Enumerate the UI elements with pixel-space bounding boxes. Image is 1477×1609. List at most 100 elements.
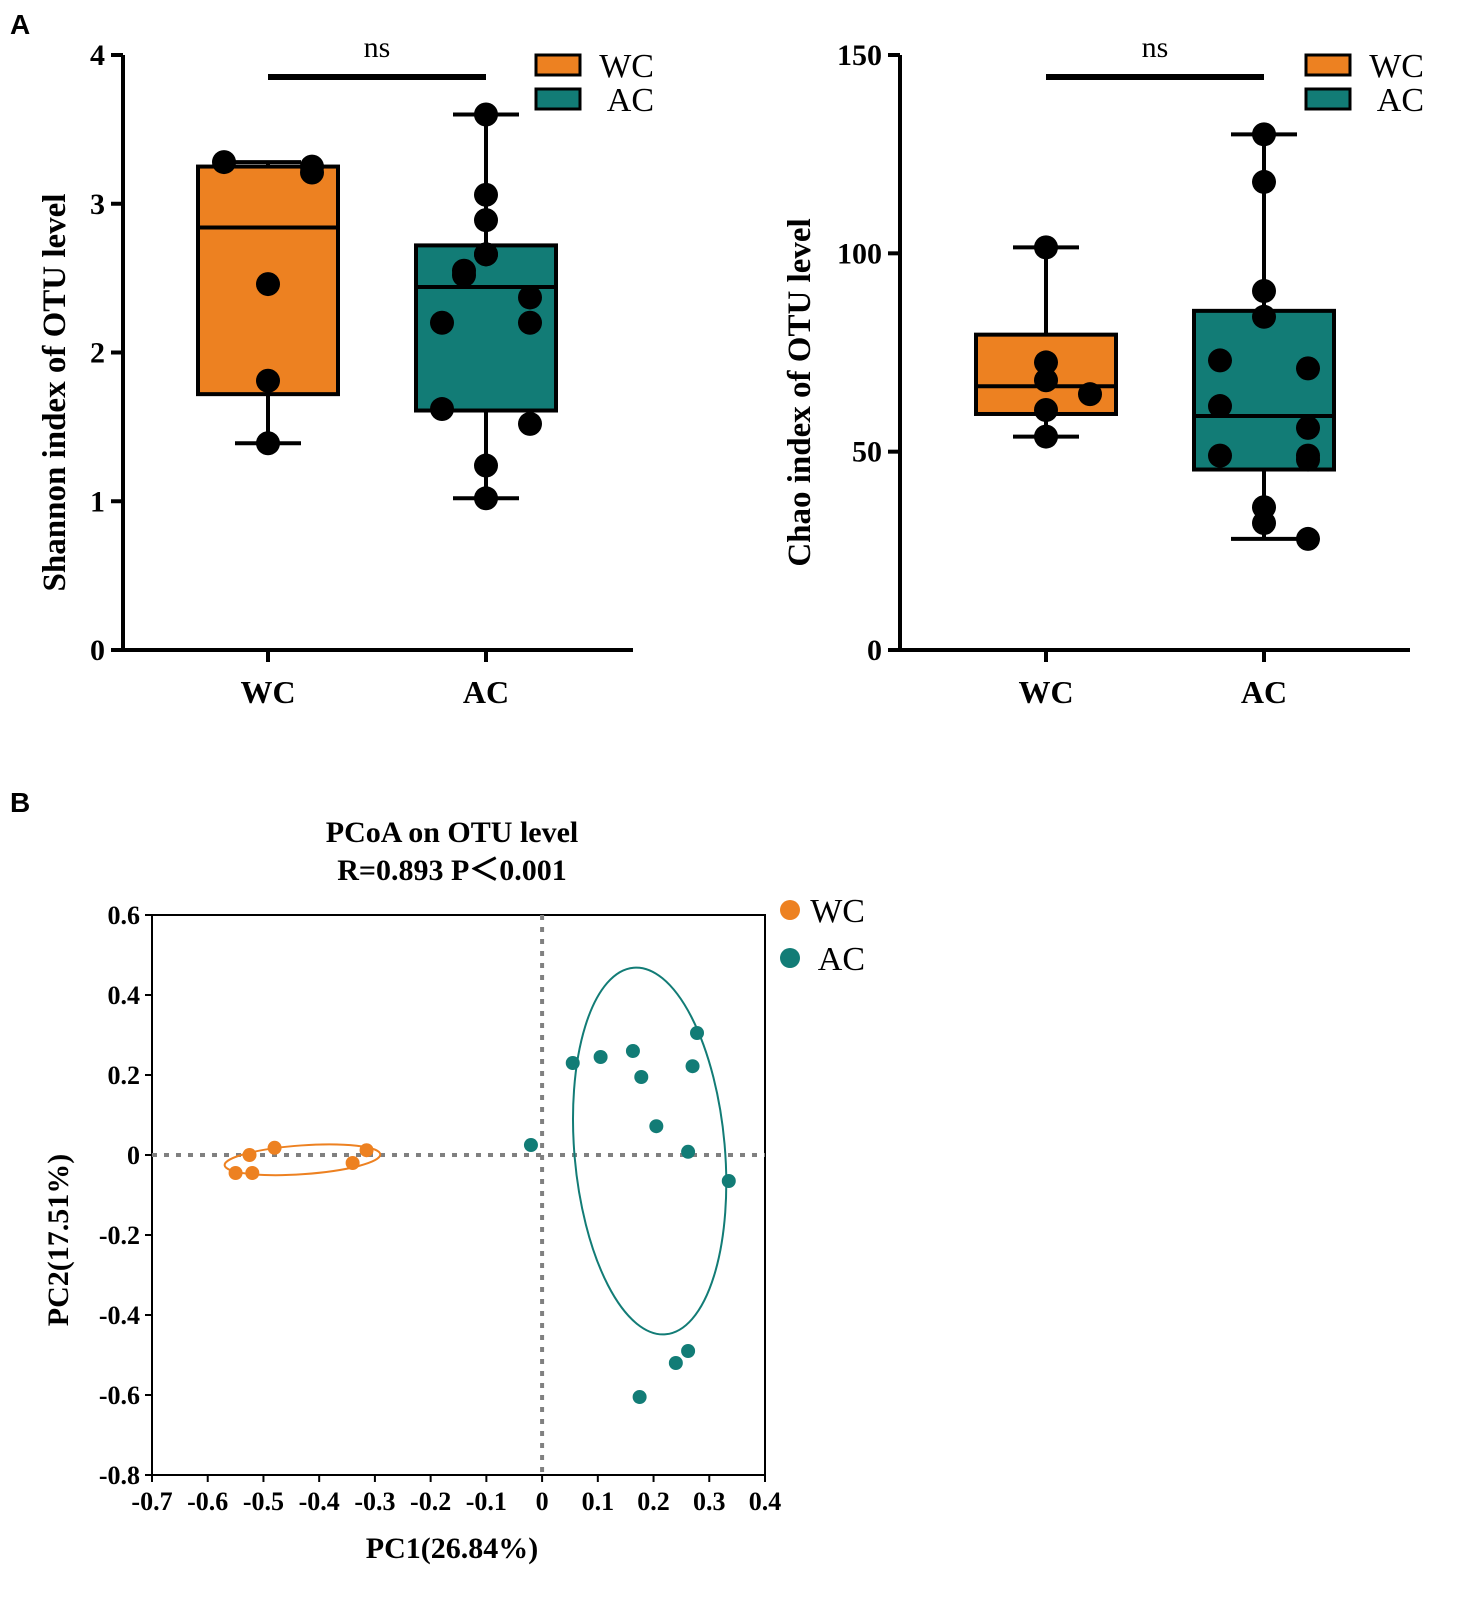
- chao-x-tick-label: AC: [1241, 674, 1287, 710]
- pcoa-point-ac: [681, 1144, 696, 1159]
- pcoa-ellipse-ac: [572, 966, 728, 1336]
- shannon-data-point: [256, 368, 280, 393]
- shannon-y-axis-label: Shannon index of OTU level: [37, 194, 73, 592]
- shannon-data-point: [256, 431, 280, 456]
- pcoa-x-tick-label: -0.5: [243, 1487, 284, 1516]
- pcoa-x-tick-label: -0.2: [410, 1487, 451, 1516]
- pcoa-ellipse-wc: [223, 1143, 382, 1177]
- shannon-data-point: [300, 160, 324, 185]
- chao-legend-label-wc: WC: [1369, 48, 1424, 85]
- pcoa-y-axis-label: PC2(17.51%): [42, 1154, 75, 1326]
- shannon-data-point: [474, 208, 498, 233]
- pcoa-y-tick-label: 0.4: [108, 981, 141, 1010]
- chao-data-point: [1296, 415, 1320, 440]
- pcoa-point-ac: [685, 1059, 700, 1074]
- pcoa-point-ac: [681, 1344, 696, 1358]
- chao-data-point: [1208, 348, 1232, 373]
- chao-data-point: [1296, 356, 1320, 381]
- shannon-legend-swatch-wc: [534, 53, 582, 77]
- pcoa-point-ac: [632, 1390, 647, 1404]
- pcoa-legend-marker-ac: [780, 948, 800, 968]
- chao-y-tick-label: 50: [852, 436, 882, 469]
- pcoa-point-wc: [345, 1156, 360, 1170]
- chao-data-point: [1078, 382, 1102, 407]
- pcoa-point-ac: [625, 1044, 640, 1058]
- pcoa-x-tick-label: -0.6: [187, 1487, 228, 1516]
- chao-data-point: [1034, 235, 1058, 260]
- pcoa-x-tick-label: -0.4: [299, 1487, 340, 1516]
- pcoa-x-tick-label: 0.4: [749, 1487, 782, 1516]
- shannon-data-point: [430, 310, 454, 335]
- shannon-data-point: [474, 486, 498, 511]
- chao-box-ac: [1192, 308, 1336, 472]
- pcoa-point-wc: [242, 1148, 257, 1162]
- chao-data-point: [1296, 447, 1320, 472]
- pcoa-y-tick-label: 0: [127, 1141, 140, 1170]
- shannon-data-point: [518, 285, 542, 310]
- shannon-data-point: [430, 397, 454, 422]
- chao-data-point: [1252, 304, 1276, 329]
- pcoa-point-ac: [634, 1070, 649, 1084]
- shannon-x-tick-label: WC: [240, 674, 295, 710]
- pcoa-y-tick-label: -0.4: [99, 1301, 140, 1330]
- pcoa-y-tick-label: -0.6: [99, 1381, 140, 1410]
- chao-data-point: [1252, 511, 1276, 536]
- pcoa-subtitle: R=0.893 P＜0.001: [337, 854, 567, 887]
- pcoa-x-tick-label: 0.1: [582, 1487, 615, 1516]
- shannon-data-point: [474, 453, 498, 478]
- pcoa-plot-frame: [151, 914, 766, 1476]
- shannon-y-tick-label: 1: [90, 485, 105, 518]
- pcoa-x-tick-label: -0.1: [466, 1487, 507, 1516]
- pcoa-x-tick-label: -0.3: [354, 1487, 395, 1516]
- chao-data-point: [1208, 394, 1232, 419]
- pcoa-point-wc: [359, 1143, 374, 1158]
- shannon-data-point: [474, 182, 498, 207]
- chao-data-point: [1252, 279, 1276, 304]
- chao-data-point: [1296, 526, 1320, 551]
- shannon-y-tick-label: 2: [90, 337, 105, 370]
- pcoa-legend-marker-wc: [780, 900, 800, 920]
- pcoa-title: PCoA on OTU level: [326, 816, 579, 849]
- shannon-y-tick-label: 4: [90, 39, 105, 72]
- pcoa-point-ac: [721, 1174, 736, 1188]
- pcoa-point-ac: [593, 1050, 608, 1064]
- shannon-data-point: [212, 150, 236, 175]
- chao-data-point: [1034, 368, 1058, 393]
- pcoa-scatter-plot: PCoA on OTU level R=0.893 P＜0.001 -0.7 -0.6…: [42, 816, 865, 1565]
- pcoa-point-ac: [649, 1119, 664, 1134]
- chao-data-point: [1034, 350, 1058, 375]
- pcoa-point-ac: [690, 1026, 705, 1040]
- shannon-data-point: [518, 310, 542, 335]
- pcoa-point-wc: [228, 1166, 243, 1180]
- chao-legend-swatch-ac: [1304, 87, 1352, 111]
- pcoa-x-tick-label: -0.7: [131, 1487, 172, 1516]
- pcoa-x-tick-label: 0.2: [637, 1487, 670, 1516]
- shannon-legend-label-ac: AC: [607, 82, 654, 119]
- shannon-data-point: [474, 102, 498, 127]
- shannon-data-point: [256, 272, 280, 297]
- pcoa-x-tick-label: 0.3: [693, 1487, 726, 1516]
- pcoa-y-tick-label: -0.8: [99, 1461, 140, 1490]
- pcoa-x-axis-label: PC1(26.84%): [366, 1532, 538, 1565]
- panel-label-b: B: [10, 787, 30, 818]
- shannon-y-tick-label: 0: [90, 634, 105, 667]
- shannon-x-tick-label: AC: [463, 674, 509, 710]
- pcoa-x-tick-label: 0: [536, 1487, 549, 1516]
- pcoa-point-ac: [523, 1138, 538, 1152]
- chao-y-tick-label: 150: [837, 39, 882, 72]
- shannon-data-point: [474, 242, 498, 267]
- shannon-data-point: [452, 263, 476, 288]
- pcoa-point-ac: [565, 1056, 580, 1070]
- pcoa-legend-label-ac: AC: [818, 941, 865, 978]
- shannon-y-tick-label: 3: [90, 188, 105, 221]
- chao-y-tick-label: 0: [867, 634, 882, 667]
- panel-label-a: A: [10, 9, 30, 40]
- chao-data-point: [1208, 443, 1232, 468]
- shannon-legend-label-wc: WC: [599, 48, 654, 85]
- shannon-data-point: [518, 411, 542, 436]
- pcoa-legend-label-wc: WC: [810, 893, 865, 930]
- pcoa-y-tick-label: 0.2: [108, 1061, 141, 1090]
- chao-data-point: [1252, 122, 1276, 147]
